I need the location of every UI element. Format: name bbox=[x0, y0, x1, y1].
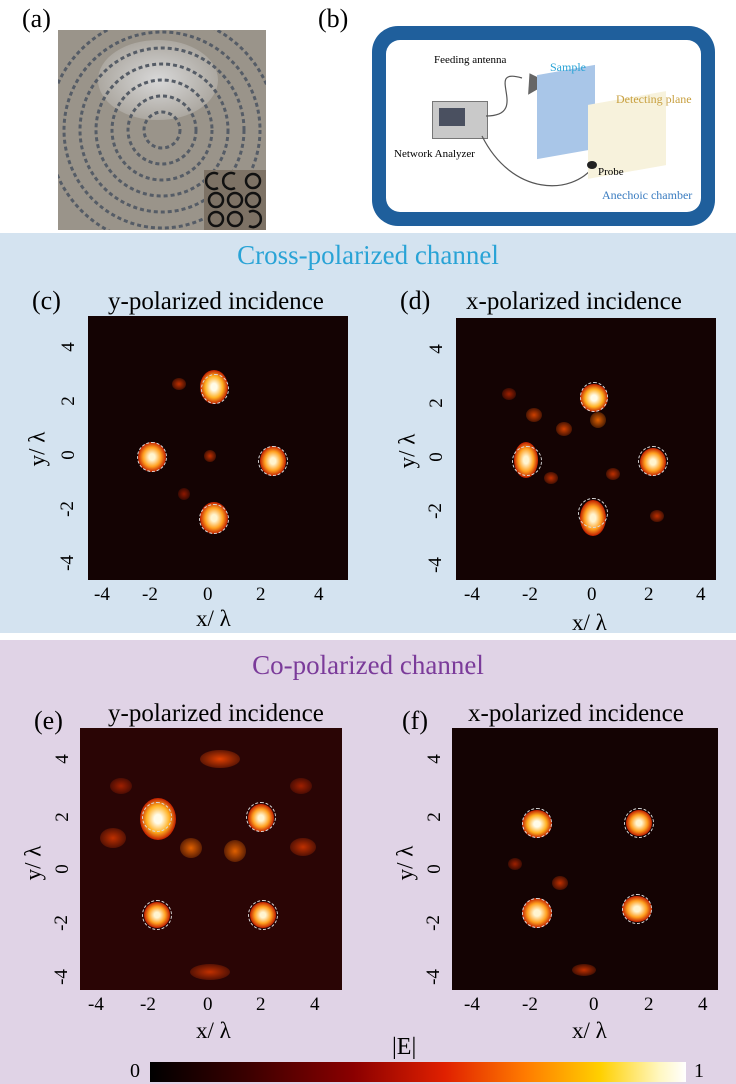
panel-e-heatmap bbox=[80, 728, 342, 990]
panel-f-title: x-polarized incidence bbox=[468, 700, 684, 727]
panel-c-xtick-1: -4 bbox=[94, 584, 110, 605]
panel-f-xtick-4: 2 bbox=[644, 994, 654, 1015]
panel-d-xtick-5: 4 bbox=[696, 584, 706, 605]
panel-a-label: (a) bbox=[22, 4, 51, 33]
sample-plane bbox=[537, 64, 595, 160]
panel-e-xtick-3: 0 bbox=[203, 994, 213, 1015]
panel-d-ytick-1: 4 bbox=[425, 344, 447, 354]
network-analyzer-icon bbox=[432, 101, 488, 139]
colorbar-label: |E| bbox=[392, 1034, 417, 1060]
panel-e-ytick-5: -4 bbox=[50, 969, 72, 985]
anechoic-chamber-frame: Feeding antenna Sample Detecting plane N… bbox=[372, 26, 715, 226]
probe-text: Probe bbox=[598, 166, 624, 178]
panel-e-xtick-1: -4 bbox=[88, 994, 104, 1015]
panel-e-xlabel: x/ λ bbox=[196, 1018, 231, 1043]
panel-d-ytick-2: 2 bbox=[425, 398, 447, 408]
panel-d-ytick-4: -2 bbox=[424, 503, 446, 519]
panel-c-title: y-polarized incidence bbox=[108, 288, 324, 315]
panel-f-label: (f) bbox=[402, 706, 428, 735]
sample-text: Sample bbox=[550, 60, 586, 74]
panel-e-title: y-polarized incidence bbox=[108, 700, 324, 727]
feeding-antenna-text: Feeding antenna bbox=[434, 54, 507, 66]
panel-d-ytick-5: -4 bbox=[424, 557, 446, 573]
panel-c-ytick-3: 0 bbox=[57, 450, 79, 460]
panel-c-xtick-5: 4 bbox=[314, 584, 324, 605]
panel-e-xtick-2: -2 bbox=[140, 994, 156, 1015]
colorbar-gradient bbox=[150, 1062, 686, 1082]
network-analyzer-text: Network Analyzer bbox=[394, 148, 475, 160]
panel-d-xtick-4: 2 bbox=[644, 584, 654, 605]
panel-f-heatmap bbox=[452, 728, 718, 990]
panel-f-xtick-3: 0 bbox=[589, 994, 599, 1015]
panel-c-ytick-5: -4 bbox=[56, 555, 78, 571]
panel-d-ylabel: y/ λ bbox=[394, 433, 420, 469]
panel-c-heatmap bbox=[88, 316, 348, 580]
metasurface-sample-photo bbox=[58, 30, 266, 230]
panel-f-ylabel: y/ λ bbox=[392, 845, 418, 881]
panel-f-xtick-2: -2 bbox=[522, 994, 538, 1015]
panel-f-xtick-5: 4 bbox=[698, 994, 708, 1015]
panel-c-ytick-1: 4 bbox=[57, 342, 79, 352]
panel-e-ytick-1: 4 bbox=[51, 754, 73, 764]
panel-f-ytick-2: 2 bbox=[423, 812, 445, 822]
anechoic-chamber-text: Anechoic chamber bbox=[602, 188, 693, 202]
panel-d-ytick-3: 0 bbox=[425, 452, 447, 462]
panel-d-xtick-1: -4 bbox=[464, 584, 480, 605]
panel-c-xtick-3: 0 bbox=[203, 584, 213, 605]
panel-f-xtick-1: -4 bbox=[464, 994, 480, 1015]
colorbar-min: 0 bbox=[130, 1060, 140, 1082]
panel-e-ytick-3: 0 bbox=[51, 864, 73, 874]
panel-f-ytick-3: 0 bbox=[423, 864, 445, 874]
detecting-plane-text: Detecting plane bbox=[616, 92, 692, 106]
panel-c-xtick-2: -2 bbox=[142, 584, 158, 605]
panel-d-title: x-polarized incidence bbox=[466, 288, 682, 315]
panel-c-xlabel: x/ λ bbox=[196, 606, 231, 631]
panel-c-ylabel: y/ λ bbox=[24, 431, 50, 467]
probe-icon bbox=[587, 161, 597, 169]
spiral-pattern-icon bbox=[58, 30, 266, 230]
panel-d-xtick-2: -2 bbox=[522, 584, 538, 605]
panel-c-ytick-2: 2 bbox=[57, 396, 79, 406]
panel-f-ytick-4: -2 bbox=[422, 915, 444, 931]
panel-e-ytick-2: 2 bbox=[51, 812, 73, 822]
panel-c-xtick-4: 2 bbox=[256, 584, 266, 605]
panel-e-label: (e) bbox=[34, 706, 63, 735]
panel-e-ylabel: y/ λ bbox=[20, 845, 46, 881]
panel-d-label: (d) bbox=[400, 286, 431, 315]
panel-f-ytick-1: 4 bbox=[423, 754, 445, 764]
cross-polarized-title: Cross-polarized channel bbox=[237, 240, 499, 270]
panel-d-xtick-3: 0 bbox=[587, 584, 597, 605]
panel-b-label: (b) bbox=[318, 4, 349, 33]
panel-e-ytick-4: -2 bbox=[50, 915, 72, 931]
panel-c-ytick-4: -2 bbox=[56, 501, 78, 517]
panel-c-label: (c) bbox=[32, 286, 61, 315]
panel-f-ytick-5: -4 bbox=[422, 969, 444, 985]
co-polarized-title: Co-polarized channel bbox=[252, 650, 484, 680]
cable-lines bbox=[481, 75, 595, 187]
panel-e-xtick-4: 2 bbox=[256, 994, 266, 1015]
panel-f-xlabel: x/ λ bbox=[572, 1018, 607, 1043]
colorbar-max: 1 bbox=[694, 1060, 704, 1082]
unit-cell-inset bbox=[204, 170, 266, 230]
panel-d-xlabel: x/ λ bbox=[572, 610, 607, 635]
panel-e-xtick-5: 4 bbox=[310, 994, 320, 1015]
panel-d-heatmap bbox=[456, 318, 716, 580]
